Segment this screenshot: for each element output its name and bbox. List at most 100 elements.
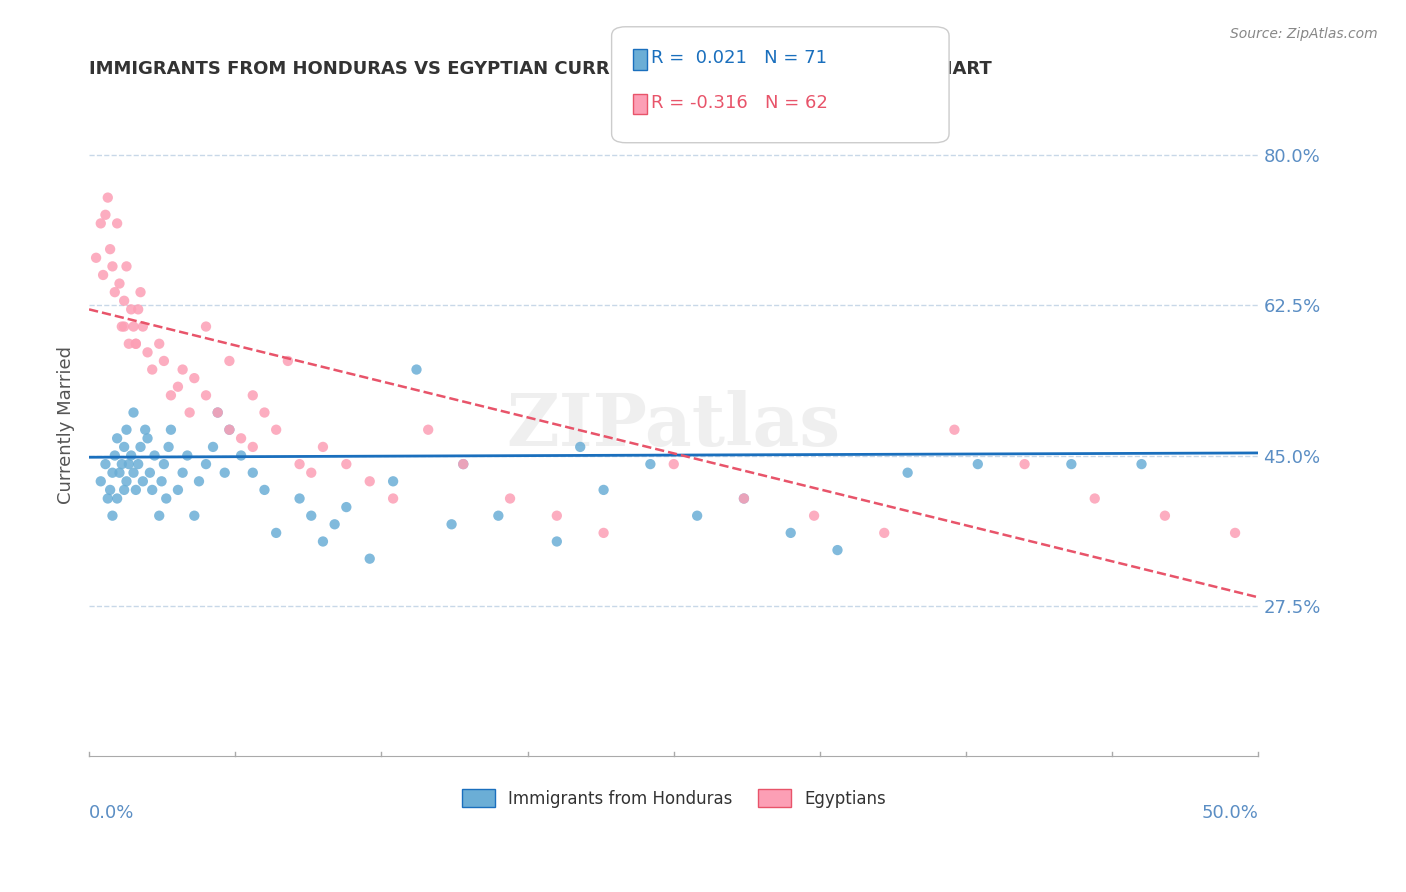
Point (943, 423, 966, 437)
Point (179, 405, 201, 419)
Point (111, 457, 134, 471)
Point (122, 466, 145, 480)
Point (569, 440, 592, 454)
Point (115, 423, 138, 437)
Point (101, 260, 124, 274)
Point (148, 336, 170, 351)
Point (359, 551, 381, 566)
Point (188, 475, 211, 489)
Point (207, 405, 229, 419)
Point (105, 491, 128, 506)
Point (897, 466, 920, 480)
Point (218, 354, 240, 368)
Point (94, 208, 117, 222)
Point (803, 508, 825, 523)
Point (264, 525, 287, 540)
Point (779, 525, 801, 540)
Point (132, 475, 155, 489)
Point (160, 388, 183, 402)
Point (139, 466, 162, 480)
Text: Source: ZipAtlas.com: Source: ZipAtlas.com (1230, 27, 1378, 41)
Point (141, 483, 163, 497)
Point (1060, 457, 1083, 471)
Point (405, 362, 427, 376)
Point (172, 466, 194, 480)
Point (486, 508, 509, 523)
Point (323, 517, 346, 532)
Point (148, 508, 170, 523)
Point (288, 491, 311, 506)
Point (150, 475, 173, 489)
Point (84, 251, 107, 265)
Point (242, 388, 264, 402)
Point (418, 423, 440, 437)
Point (229, 449, 252, 463)
Point (155, 491, 177, 506)
Point (112, 319, 135, 334)
Point (1154, 508, 1177, 523)
Point (195, 319, 218, 334)
Point (120, 449, 142, 463)
Text: ZIPatlas: ZIPatlas (506, 390, 841, 461)
Point (167, 483, 190, 497)
Text: R = -0.316   N = 62: R = -0.316 N = 62 (651, 94, 828, 112)
Point (105, 216, 128, 230)
Point (91, 268, 114, 282)
Point (125, 336, 148, 351)
Legend: Immigrants from Honduras, Egyptians: Immigrants from Honduras, Egyptians (456, 783, 893, 814)
Point (499, 491, 522, 506)
Text: IMMIGRANTS FROM HONDURAS VS EGYPTIAN CURRENTLY MARRIED CORRELATION CHART: IMMIGRANTS FROM HONDURAS VS EGYPTIAN CUR… (89, 60, 991, 78)
Point (90, 475, 112, 489)
Point (183, 508, 205, 523)
Point (157, 440, 180, 454)
Point (127, 302, 149, 317)
Point (136, 345, 159, 359)
Point (592, 525, 614, 540)
Point (1014, 457, 1036, 471)
Point (195, 388, 218, 402)
Point (94, 457, 117, 471)
Point (335, 500, 357, 514)
Point (153, 457, 176, 471)
Point (97, 191, 120, 205)
Point (115, 260, 138, 274)
Point (183, 371, 205, 385)
Point (98, 483, 121, 497)
Point (118, 457, 141, 471)
Point (104, 449, 127, 463)
Point (1084, 491, 1107, 506)
Text: 50.0%: 50.0% (1202, 804, 1258, 822)
Point (172, 362, 194, 376)
Point (229, 431, 252, 445)
Point (382, 491, 405, 506)
Point (640, 457, 662, 471)
Point (122, 319, 145, 334)
Point (108, 466, 131, 480)
Point (218, 423, 240, 437)
Point (120, 302, 142, 317)
Point (115, 475, 138, 489)
Point (202, 440, 225, 454)
Point (299, 466, 322, 480)
Point (440, 517, 463, 532)
Point (125, 336, 148, 351)
Point (176, 449, 198, 463)
Point (733, 491, 755, 506)
Point (112, 440, 135, 454)
Point (101, 508, 124, 523)
Point (312, 440, 335, 454)
Point (264, 423, 287, 437)
Point (253, 483, 276, 497)
Point (104, 285, 127, 300)
Point (592, 483, 614, 497)
Point (118, 336, 141, 351)
Point (134, 423, 156, 437)
Point (451, 457, 474, 471)
Y-axis label: Currently Married: Currently Married (58, 346, 75, 505)
Point (662, 457, 685, 471)
Point (160, 423, 183, 437)
Text: R =  0.021   N = 71: R = 0.021 N = 71 (651, 49, 827, 67)
Point (242, 440, 264, 454)
Point (112, 483, 135, 497)
Point (253, 405, 276, 419)
